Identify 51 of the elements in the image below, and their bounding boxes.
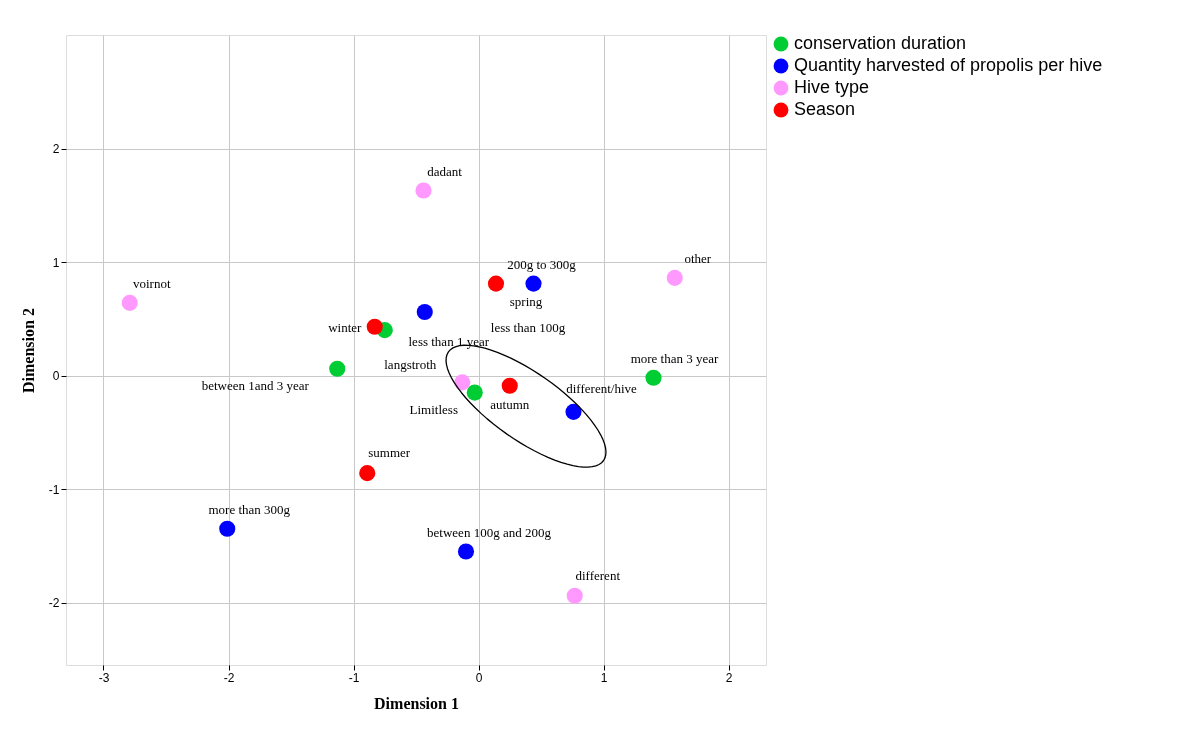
annotation: 200g to 300g [507, 256, 577, 272]
annotation: different [575, 567, 621, 583]
y-tick-label: -1 [48, 482, 60, 497]
point [121, 294, 138, 311]
point [366, 318, 383, 335]
annotation: different/hive [566, 380, 637, 396]
point [457, 543, 475, 560]
point [329, 360, 346, 377]
annotation: more than 300g [208, 501, 291, 517]
x-tick-label: -1 [348, 670, 360, 685]
point [219, 520, 236, 537]
annotation: langstroth [384, 357, 437, 373]
annotation: other [684, 250, 712, 266]
y-axis-title: Dimension 2 [19, 308, 37, 393]
point [487, 275, 505, 292]
annotation: more than 3 year [630, 350, 720, 366]
point [359, 465, 376, 482]
x-tick-label: -2 [223, 670, 235, 685]
annotation: summer [368, 445, 411, 461]
legend-label: Season [794, 99, 856, 119]
y-tick-label: 1 [52, 255, 60, 270]
x-axis-title: Dimension 1 [374, 694, 459, 712]
point [501, 377, 518, 394]
annotation: Limitless [409, 401, 458, 417]
point [566, 587, 583, 604]
y-tick-label: 2 [52, 142, 60, 157]
annotation: autumn [490, 396, 530, 412]
x-tick-label: 1 [600, 670, 608, 685]
point [466, 384, 483, 401]
point [666, 269, 683, 286]
annotation: less than 100g [490, 320, 566, 335]
point [645, 369, 662, 386]
annotation: spring [509, 293, 543, 309]
annotation: between 100g and 200g [427, 525, 552, 541]
x-tick-label: -3 [98, 670, 110, 685]
annotation: between 1and 3 year [201, 377, 310, 393]
y-tick-label: 0 [52, 369, 60, 384]
point [416, 303, 433, 321]
annotation: dadant [427, 163, 463, 179]
legend-label: conservation duration [794, 33, 967, 53]
y-tick-label: -2 [48, 596, 60, 611]
legend-label: Quantity harvested of propolis per hive [794, 55, 1103, 75]
x-tick-label: 0 [475, 670, 483, 685]
x-tick-label: 2 [725, 670, 733, 685]
point [565, 403, 582, 420]
legend-label: Hive type [794, 77, 870, 97]
point [525, 275, 542, 292]
annotation: winter [328, 319, 363, 335]
annotation: voirnot [132, 275, 171, 291]
point [415, 182, 432, 199]
point [454, 374, 471, 391]
